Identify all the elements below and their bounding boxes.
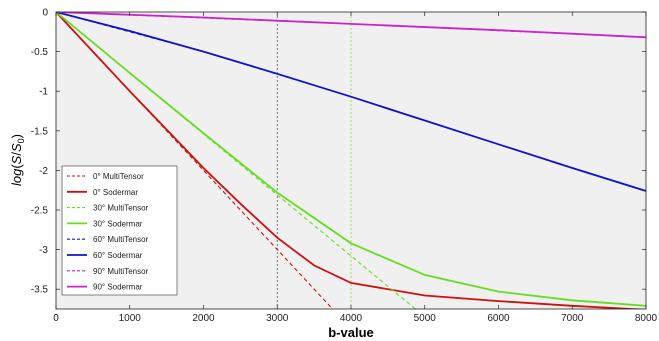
y-tick-label: -0.5	[31, 47, 49, 58]
y-tick-label: -2.5	[31, 206, 49, 217]
legend-label: 30° MultiTensor	[93, 204, 149, 213]
series-lines	[56, 12, 646, 309]
legend-label: 0° MultiTensor	[93, 172, 144, 181]
series-line-1	[56, 12, 646, 309]
y-tick-label: 0	[42, 8, 48, 19]
legend-label: 60° Sodermar	[93, 251, 143, 260]
x-tick-label: 2000	[192, 313, 215, 324]
x-tick-label: 8000	[635, 313, 658, 324]
legend-items: 0° MultiTensor 0° Sodermar 30° MultiTensor…	[67, 172, 149, 292]
vertical-markers	[276, 12, 352, 309]
x-axis-label: b-value	[328, 325, 374, 340]
y-tick-label: -1.5	[31, 126, 49, 137]
x-ticks: 0 1000 2000 3000 4000 5000 6000 7000 8000	[53, 12, 658, 324]
legend-label: 90° Sodermar	[93, 283, 143, 292]
y-tick-label: -2	[39, 166, 48, 177]
legend-box	[61, 165, 178, 296]
x-tick-label: 6000	[487, 313, 510, 324]
series-line-3	[56, 12, 646, 307]
y-tick-label: -1	[39, 87, 48, 98]
legend: 0° MultiTensor 0° Sodermar 30° MultiTensor…	[61, 165, 178, 296]
y-tick-label: -3.5	[31, 285, 49, 296]
x-tick-label: 0	[53, 313, 59, 324]
y-axis-label: log(S/S0)	[9, 134, 26, 186]
x-tick-label: 7000	[561, 313, 584, 324]
x-tick-label: 5000	[414, 313, 437, 324]
legend-label: 0° Sodermar	[93, 188, 138, 197]
series-line-5	[56, 12, 646, 192]
legend-label: 60° MultiTensor	[93, 235, 149, 244]
legend-label: 30° Sodermar	[93, 219, 143, 228]
x-tick-label: 4000	[340, 313, 363, 324]
legend-label: 90° MultiTensor	[93, 267, 149, 276]
y-tick-label: -3	[39, 245, 48, 256]
y-ticks: 0 -0.5 -1 -1.5 -2 -2.5 -3 -3.5	[31, 8, 646, 296]
x-tick-label: 3000	[266, 313, 289, 324]
series-line-7	[56, 12, 646, 39]
x-tick-label: 1000	[119, 313, 142, 324]
